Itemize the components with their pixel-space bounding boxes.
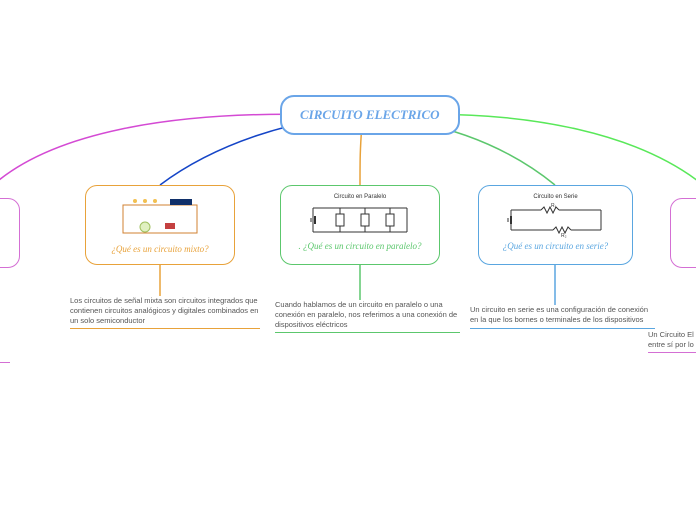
desc-paralelo: Cuando hablamos de un circuito en parale… xyxy=(275,300,460,333)
branch-paralelo-title: . ¿Qué es un circuito en paralelo? xyxy=(291,241,429,251)
branch-extra[interactable]: ¿Q xyxy=(670,198,696,268)
branch-paralelo[interactable]: Circuito en Paralelo . ¿Qué es un circui… xyxy=(280,185,440,265)
svg-text:R₁: R₁ xyxy=(551,203,557,209)
root-title: CIRCUITO ELECTRICO xyxy=(300,107,440,122)
paralelo-diagram xyxy=(291,201,429,239)
branch-serie-title: ¿Qué es un circuito en serie? xyxy=(489,241,622,251)
branch-serie[interactable]: Circuito en Serie R₁ R₂ ¿Qué es un circu… xyxy=(478,185,633,265)
serie-diagram: R₁ R₂ xyxy=(489,201,622,239)
branch-mixto-title: ¿Qué es un circuito mixto? xyxy=(96,244,224,254)
desc-mixto: Los circuitos de señal mixta son circuit… xyxy=(70,296,260,329)
root-node[interactable]: CIRCUITO ELECTRICO xyxy=(280,95,460,135)
serie-label: Circuito en Serie xyxy=(489,194,622,200)
desc-elementos: mentos rrar; nalidad de ejemplo, billa) … xyxy=(0,300,10,363)
paralelo-label: Circuito en Paralelo xyxy=(291,194,429,200)
desc-extra: Un Circuito El entre sí por lo xyxy=(648,320,696,353)
branch-elementos-title: uitos xyxy=(0,209,9,219)
desc-serie: Un circuito en serie es una configuració… xyxy=(470,305,655,329)
svg-text:R₂: R₂ xyxy=(561,233,567,238)
mixto-diagram xyxy=(96,194,224,242)
branch-extra-title: ¿Q xyxy=(681,209,696,219)
branch-elementos[interactable]: uitos xyxy=(0,198,20,268)
branch-mixto[interactable]: ¿Qué es un circuito mixto? xyxy=(85,185,235,265)
